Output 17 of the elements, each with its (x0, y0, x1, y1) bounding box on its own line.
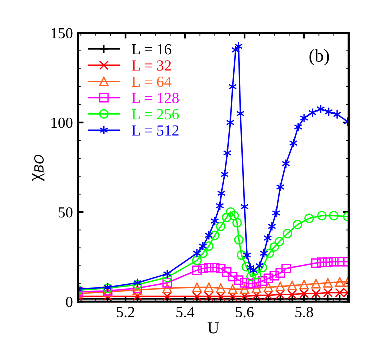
legend-label: L = 256 (132, 109, 180, 120)
x-axis-title: U (208, 322, 220, 334)
legend-label: L = 512 (132, 126, 179, 136)
x-tick-label: 5.6 (236, 307, 254, 318)
y-tick-label: 100 (52, 118, 73, 128)
y-tick-label: 50 (58, 207, 73, 218)
x-tick-label: 5.2 (117, 307, 134, 318)
y-axis-title: χ$_{BO}$ (32, 154, 45, 182)
legend-label: L = 16 (132, 44, 172, 55)
legend-label: L = 32 (132, 60, 172, 71)
x-tick-label: 5.4 (176, 307, 195, 318)
y-tick-label: 0 (66, 297, 73, 308)
x-tick-label: 5.8 (296, 307, 314, 318)
legend-label: L = 64 (132, 76, 172, 88)
y-tick-label: 150 (52, 28, 73, 39)
legend-label: L = 128 (132, 93, 179, 104)
annotation: (b) (310, 49, 330, 66)
